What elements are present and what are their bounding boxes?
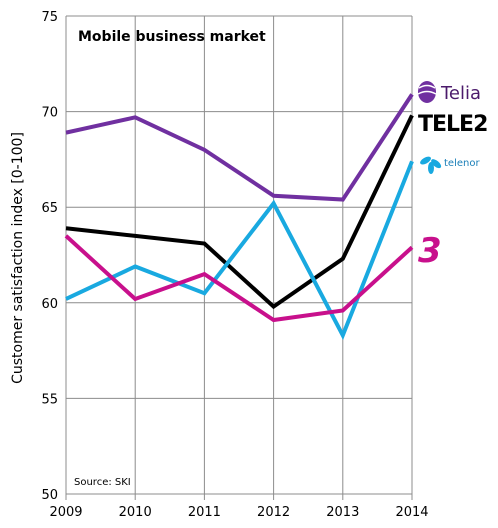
telenor-propeller-icon: [420, 156, 442, 174]
telenor-logo-text: telenor: [444, 158, 480, 169]
y-tick-label: 50: [41, 488, 58, 503]
y-tick-label: 55: [41, 392, 58, 407]
series-line-telia: [65, 93, 414, 202]
x-tick-label: 2013: [326, 505, 359, 520]
chart-title: Mobile business market: [78, 29, 266, 45]
telenor-logo: telenor: [420, 156, 480, 174]
y-tick-label: 65: [41, 201, 58, 216]
y-tick-label: 75: [41, 10, 58, 25]
telia-logo: Telia: [417, 81, 481, 104]
source-note: Source: SKI: [74, 477, 131, 488]
y-tick-label: 60: [41, 297, 58, 312]
gridlines: [66, 15, 412, 495]
x-tick-label: 2012: [257, 505, 290, 520]
telia-logo-text: Telia: [440, 83, 481, 104]
three-logo: 3: [418, 231, 442, 271]
y-axis-label: Customer satisfaction index [0-100]: [10, 132, 26, 384]
x-tick-label: 2010: [119, 505, 152, 520]
series-line-3: [64, 234, 414, 323]
x-tick-labels: 2009 2010 2011 2012 2013 2014: [49, 505, 428, 520]
series-line-tele2: [65, 114, 414, 310]
y-tick-label: 70: [41, 106, 58, 121]
tele2-logo-text: TELE2: [418, 112, 487, 137]
series-line-telenor: [65, 160, 414, 341]
x-tick-label: 2009: [49, 505, 82, 520]
x-tick-label: 2014: [395, 505, 428, 520]
x-tick-label: 2011: [188, 505, 221, 520]
three-logo-text: 3: [418, 231, 442, 271]
tele2-logo: TELE2: [418, 112, 488, 137]
y-tick-labels: 50 55 60 65 70 75: [41, 10, 58, 503]
axes: [65, 16, 413, 500]
series-lines: [64, 93, 414, 341]
